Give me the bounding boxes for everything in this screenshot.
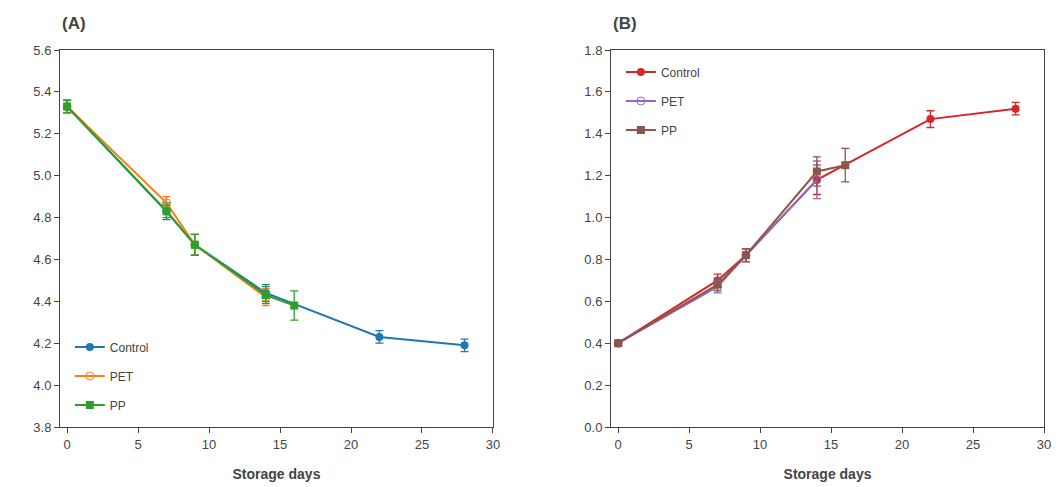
svg-text:10: 10 (202, 437, 216, 452)
svg-text:5.2: 5.2 (33, 126, 51, 141)
svg-text:0.4: 0.4 (584, 336, 602, 351)
svg-text:30: 30 (486, 437, 500, 452)
svg-text:5.0: 5.0 (33, 168, 51, 183)
svg-text:20: 20 (344, 437, 358, 452)
svg-text:0.8: 0.8 (584, 252, 602, 267)
svg-text:PET: PET (661, 95, 685, 109)
svg-text:Control: Control (661, 66, 700, 80)
svg-text:5.6: 5.6 (33, 43, 51, 58)
svg-text:25: 25 (966, 437, 980, 452)
svg-text:Storage days: Storage days (784, 466, 872, 482)
svg-text:4.4: 4.4 (33, 294, 51, 309)
svg-text:30: 30 (1037, 437, 1051, 452)
svg-text:PP: PP (110, 399, 126, 413)
svg-text:PET: PET (110, 370, 134, 384)
svg-text:0.0: 0.0 (584, 420, 602, 435)
svg-text:4.8: 4.8 (33, 210, 51, 225)
svg-text:1.2: 1.2 (584, 168, 602, 183)
svg-text:(B): (B) (613, 14, 637, 33)
svg-text:0: 0 (615, 437, 622, 452)
svg-text:20: 20 (895, 437, 909, 452)
svg-text:15: 15 (824, 437, 838, 452)
svg-text:Control: Control (110, 341, 149, 355)
svg-text:0.6: 0.6 (584, 294, 602, 309)
svg-text:10: 10 (753, 437, 767, 452)
svg-text:4.2: 4.2 (33, 336, 51, 351)
svg-text:5: 5 (685, 437, 692, 452)
svg-text:0: 0 (63, 437, 70, 452)
svg-text:1.8: 1.8 (584, 43, 602, 58)
svg-text:25: 25 (415, 437, 429, 452)
svg-text:PP: PP (661, 124, 677, 138)
svg-text:4.0: 4.0 (33, 378, 51, 393)
svg-text:Storage days: Storage days (233, 466, 321, 482)
svg-text:15: 15 (273, 437, 287, 452)
svg-text:(A): (A) (62, 14, 86, 33)
svg-text:1.0: 1.0 (584, 210, 602, 225)
svg-text:0.2: 0.2 (584, 378, 602, 393)
svg-text:1.4: 1.4 (584, 126, 602, 141)
svg-text:3.8: 3.8 (33, 420, 51, 435)
svg-text:4.6: 4.6 (33, 252, 51, 267)
svg-text:5: 5 (134, 437, 141, 452)
svg-text:5.4: 5.4 (33, 84, 51, 99)
svg-text:1.6: 1.6 (584, 84, 602, 99)
